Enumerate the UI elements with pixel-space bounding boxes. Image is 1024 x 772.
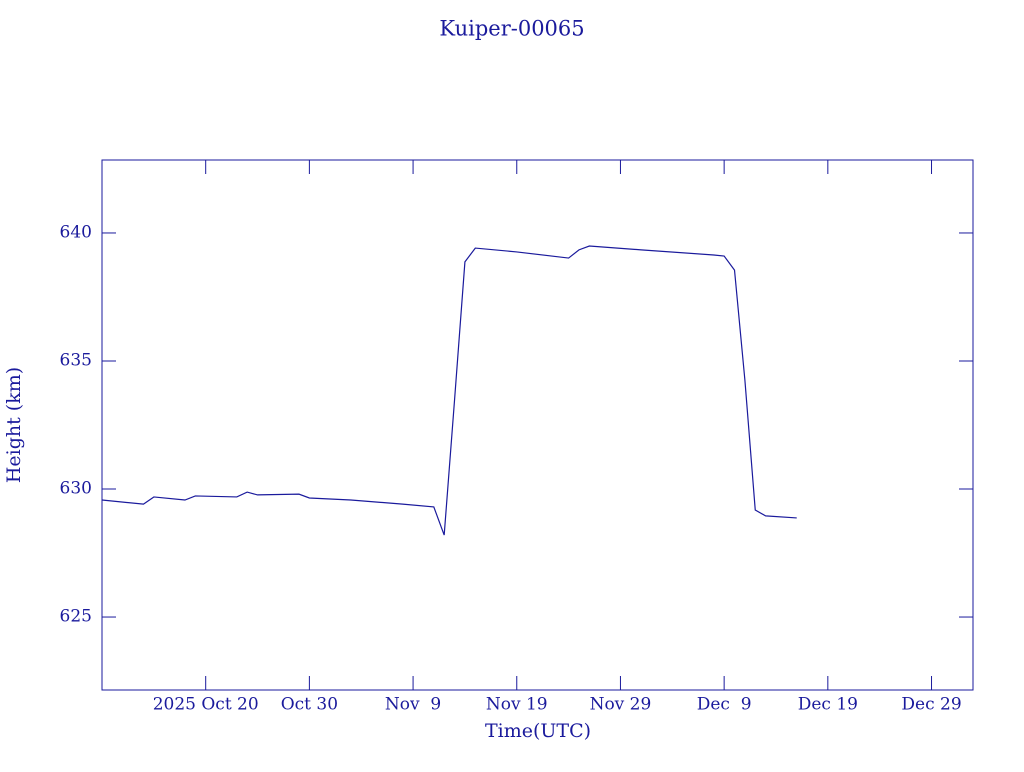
x-tick-label: Dec 9 xyxy=(697,695,752,715)
plot-frame xyxy=(101,159,974,691)
y-axis-label: Height (km) xyxy=(3,367,25,483)
data-line xyxy=(101,245,797,536)
chart-title: Kuiper-00065 xyxy=(439,17,584,41)
x-axis-label: Time(UTC) xyxy=(485,720,591,742)
y-tick-label: 625 xyxy=(60,607,92,627)
x-tick-label: Nov 29 xyxy=(590,695,652,715)
x-tick-label: Nov 19 xyxy=(486,695,548,715)
y-tick-label: 635 xyxy=(60,350,92,370)
x-tick-label: 2025 Oct 20 xyxy=(153,695,259,715)
x-tick-label: Nov 9 xyxy=(385,695,441,715)
x-tick-label: Dec 29 xyxy=(901,695,961,715)
y-tick-label: 630 xyxy=(60,479,92,499)
x-tick-label: Dec 19 xyxy=(798,695,858,715)
x-tick-label: Oct 30 xyxy=(281,695,338,715)
y-tick-label: 640 xyxy=(60,222,92,242)
